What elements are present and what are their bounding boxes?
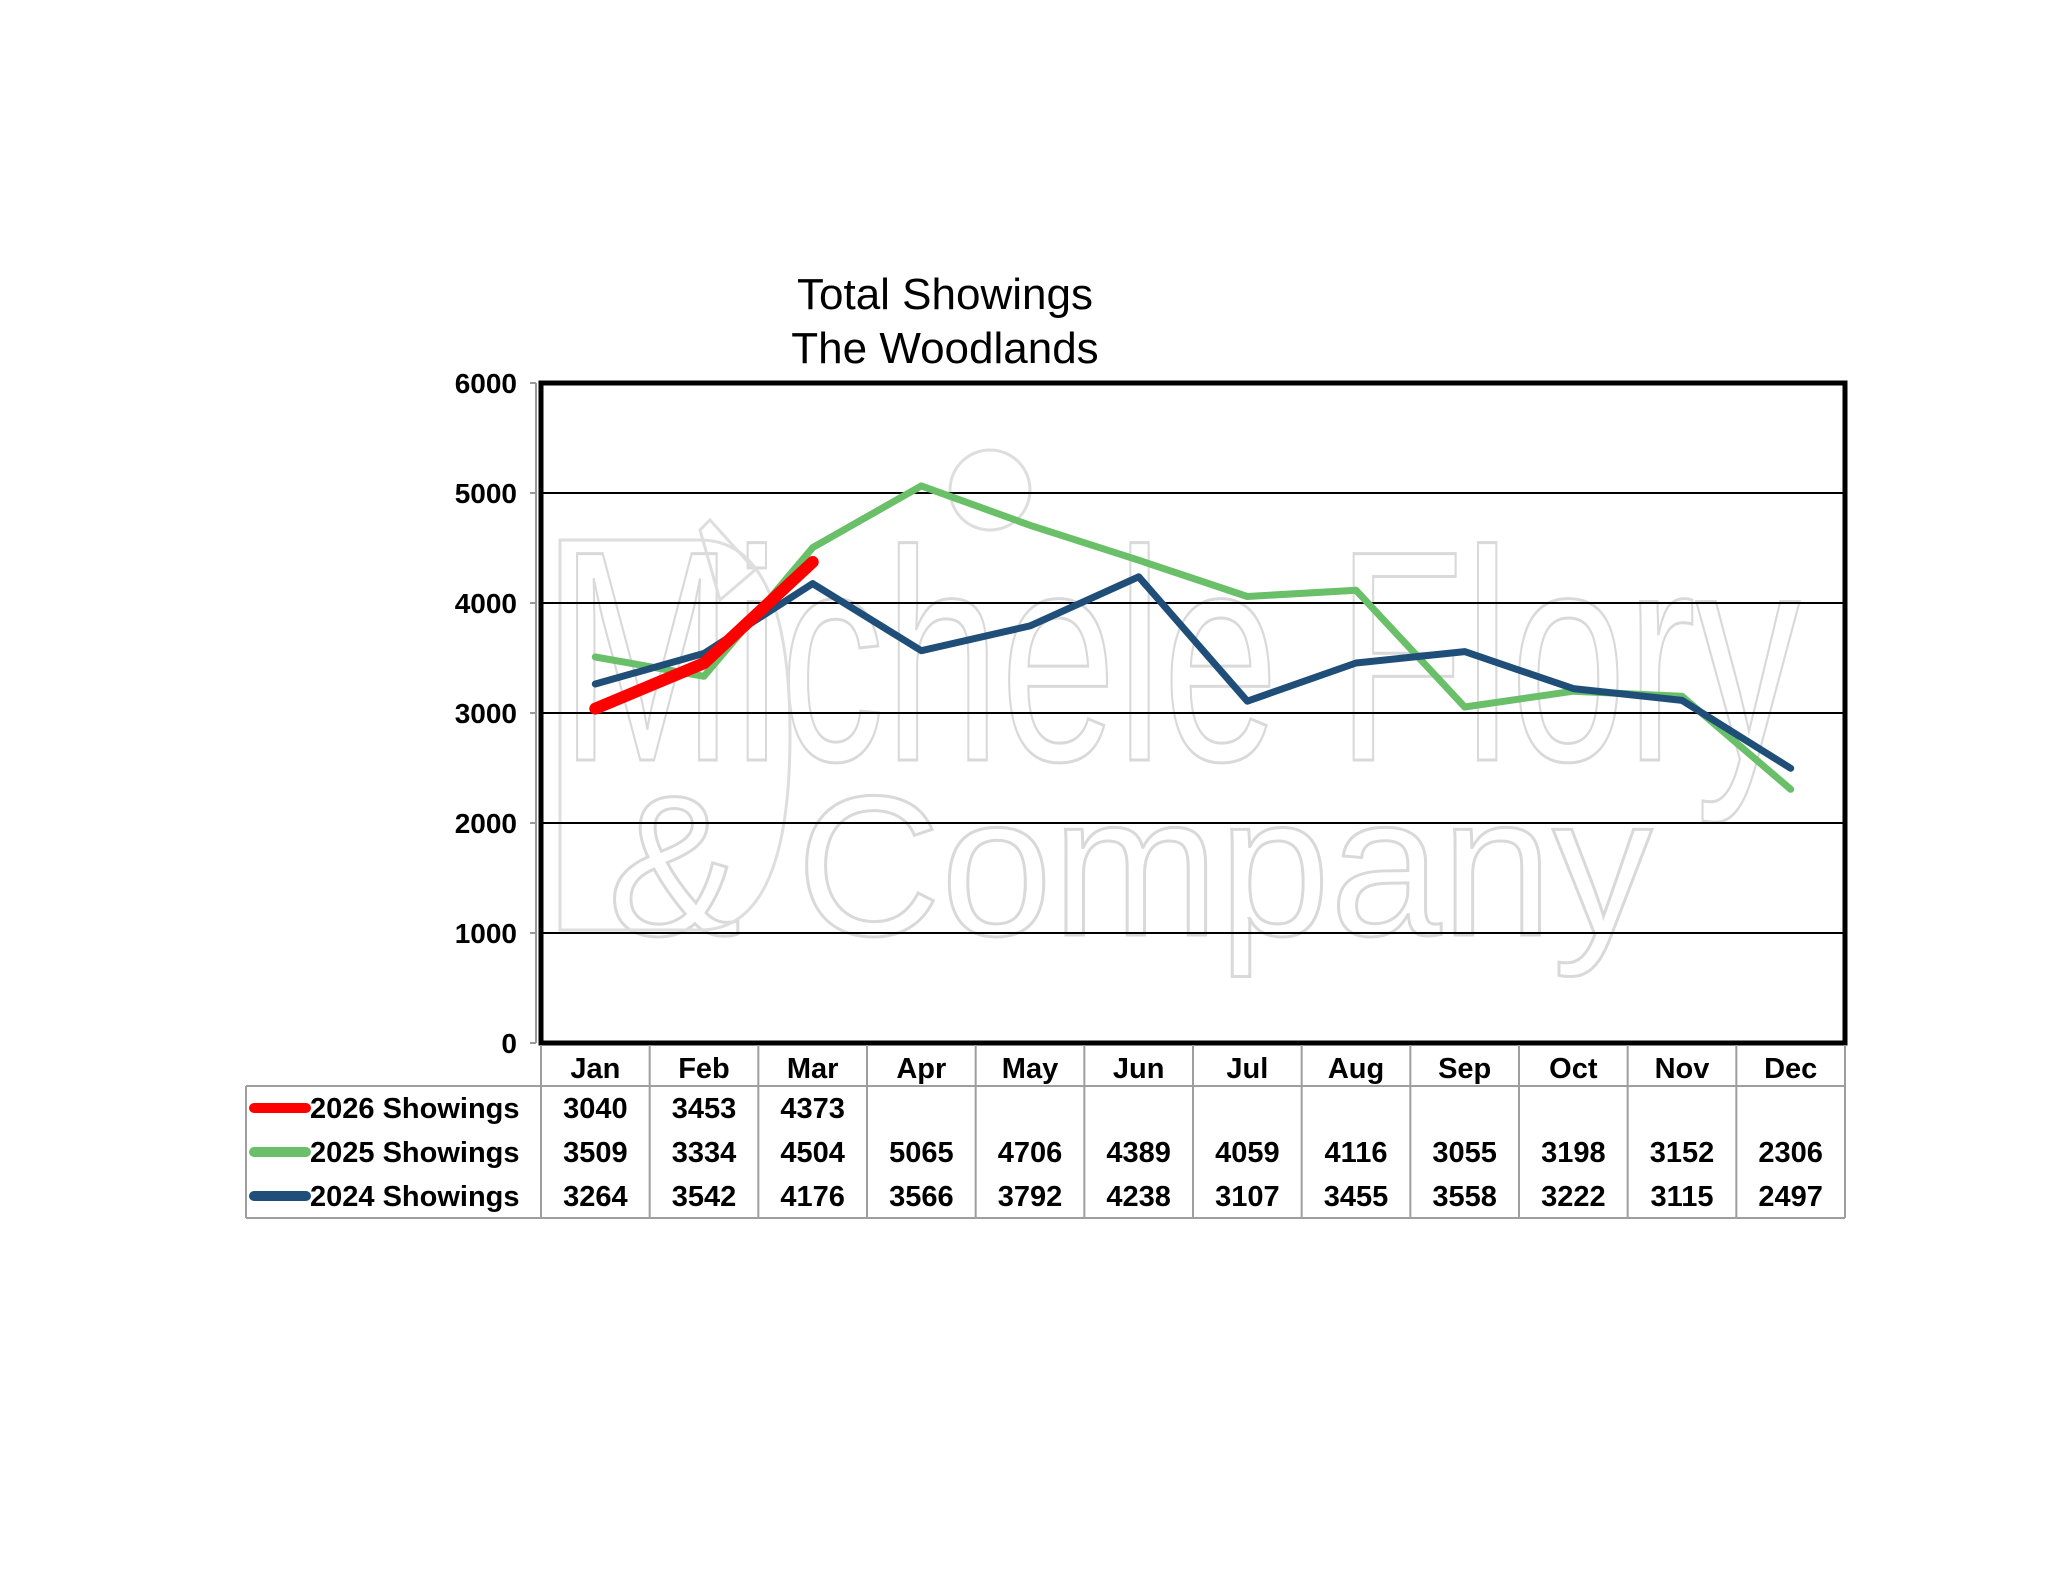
data-label: 4238 (1106, 1181, 1171, 1213)
data-label: 4373 (780, 1093, 845, 1125)
data-label: 3542 (672, 1181, 737, 1213)
data-label: 3558 (1432, 1181, 1497, 1213)
data-label: 3107 (1215, 1181, 1280, 1213)
watermark-leaf (948, 448, 1032, 532)
y-tick-label: 2000 (455, 808, 517, 839)
watermark-line-1: Michele Flory (560, 488, 1800, 826)
y-tick-label: 3000 (455, 698, 517, 729)
data-label: 3455 (1324, 1181, 1389, 1213)
data-label: 4116 (1325, 1137, 1388, 1169)
x-tick-label: Nov (1655, 1053, 1710, 1085)
data-label: 3055 (1432, 1137, 1497, 1169)
data-label: 3152 (1650, 1137, 1715, 1169)
x-tick-label: Jul (1226, 1053, 1268, 1085)
y-axis: 0 1000 2000 3000 4000 5000 6000 (455, 368, 537, 1059)
legend-label: 2026 Showings (310, 1093, 520, 1125)
data-table: Jan Feb Mar Apr May Jun Jul Aug Sep Oct Nov Dec 2026… (245, 1045, 1846, 1219)
series-lines (589, 482, 1795, 793)
y-tick-label: 4000 (455, 588, 517, 619)
chart-title: Total Showings The Woodlands (791, 270, 1098, 373)
series-line-2024 (591, 573, 1795, 772)
x-tick-label: Aug (1328, 1053, 1384, 1085)
x-tick-label: Jun (1113, 1053, 1165, 1085)
watermark-line-2: & Company (608, 755, 1653, 978)
data-label: 4176 (780, 1181, 845, 1213)
y-tick-label: 6000 (455, 368, 517, 399)
data-label: 3264 (563, 1181, 628, 1213)
chart-title-line-2: The Woodlands (791, 324, 1098, 373)
legend-label: 2024 Showings (310, 1181, 520, 1213)
data-label: 4389 (1106, 1137, 1171, 1169)
watermark-logo: Michele Flory& Company (558, 448, 1802, 980)
data-label: 3566 (889, 1181, 954, 1213)
legend-label: 2025 Showings (310, 1137, 520, 1169)
y-tick-label: 1000 (455, 918, 517, 949)
y-tick-label: 0 (501, 1028, 517, 1059)
x-tick-label: May (1002, 1053, 1058, 1085)
plot-border (538, 380, 1848, 1046)
x-tick-label: Dec (1764, 1053, 1817, 1085)
data-label: 3040 (563, 1093, 628, 1125)
data-label: 4706 (998, 1137, 1063, 1169)
x-tick-label: Jan (570, 1053, 620, 1085)
x-tick-label: Apr (896, 1053, 946, 1085)
data-label: 2497 (1758, 1181, 1823, 1213)
gridlines (541, 492, 1845, 934)
data-label: 4059 (1215, 1137, 1280, 1169)
plot-frame (538, 380, 1848, 1046)
data-label: 3222 (1541, 1181, 1606, 1213)
data-label: 4504 (780, 1137, 845, 1169)
data-label: 3334 (672, 1137, 737, 1169)
x-tick-label: Oct (1549, 1053, 1598, 1085)
data-label: 3198 (1541, 1137, 1606, 1169)
data-label: 3792 (998, 1181, 1063, 1213)
data-label: 3453 (672, 1093, 737, 1125)
x-tick-label: Sep (1438, 1053, 1491, 1085)
y-tick-label: 5000 (455, 478, 517, 509)
x-tick-label: Feb (678, 1053, 730, 1085)
data-label: 5065 (889, 1137, 954, 1169)
data-label: 3509 (563, 1137, 628, 1169)
watermark-roof (698, 517, 758, 603)
chart-title-line-1: Total Showings (797, 270, 1093, 319)
x-tick-label: Mar (787, 1053, 839, 1085)
data-label: 2306 (1758, 1137, 1823, 1169)
data-label: 3115 (1651, 1181, 1714, 1213)
